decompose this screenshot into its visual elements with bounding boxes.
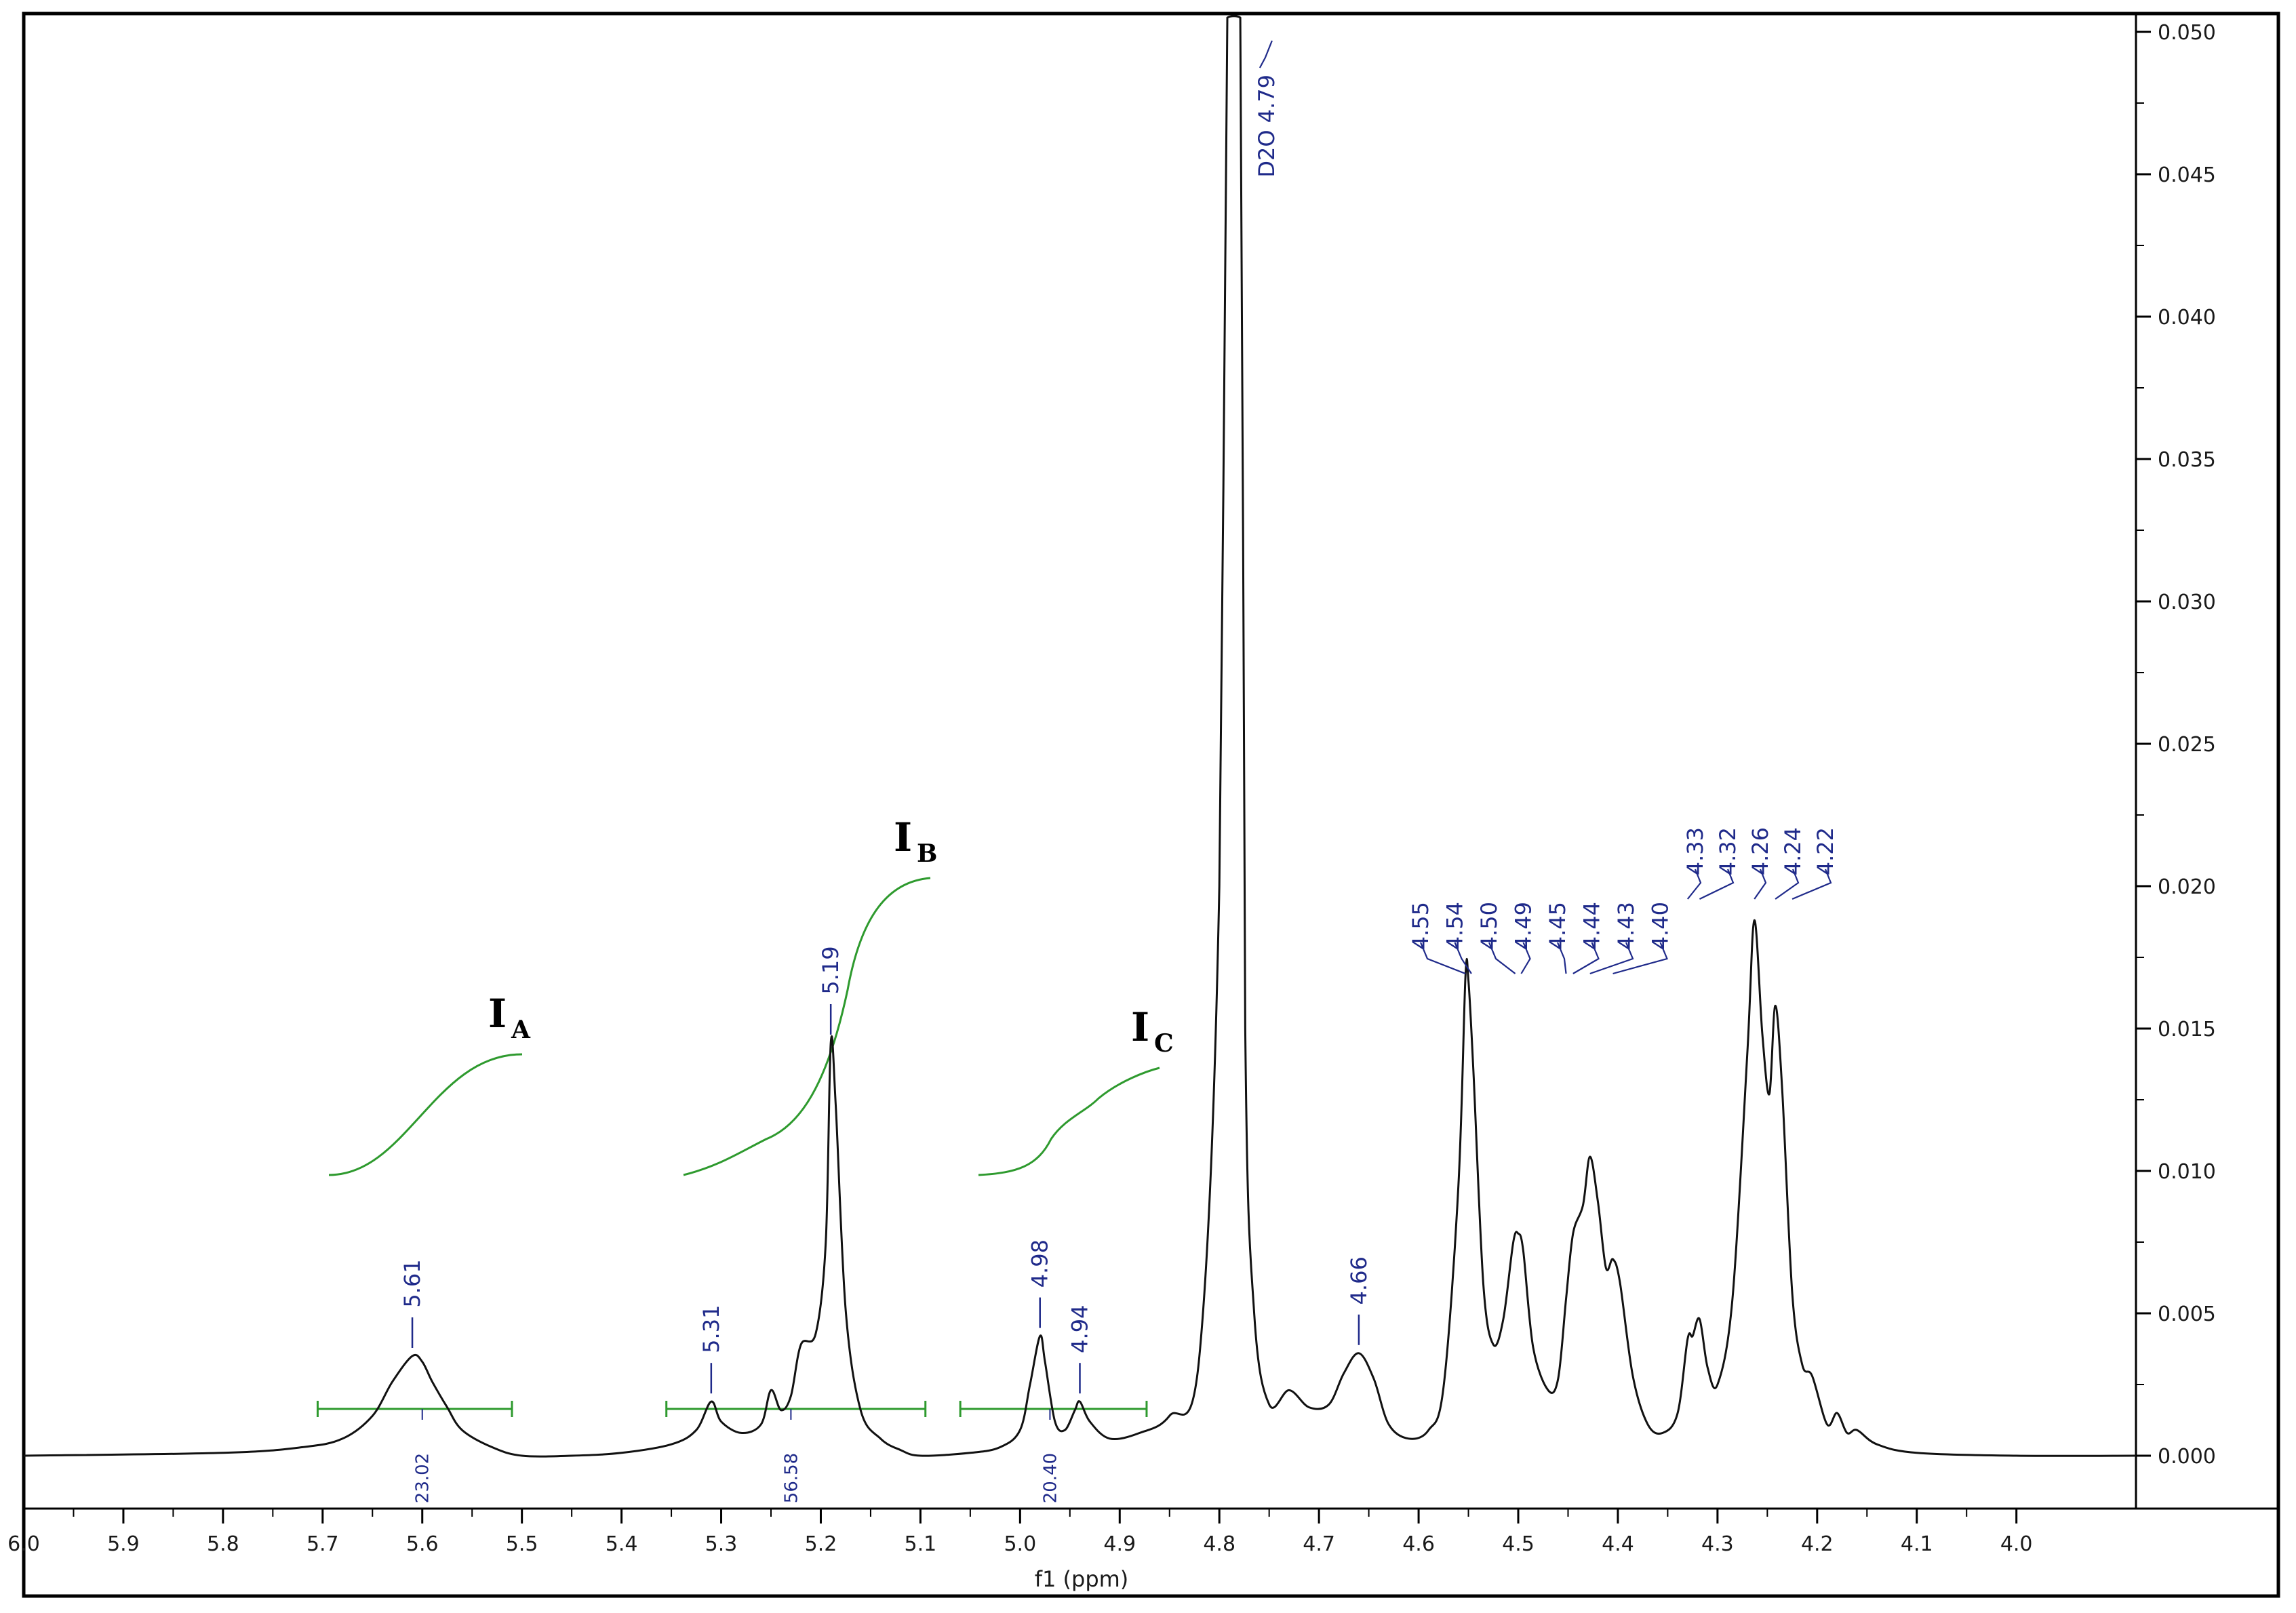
x-tick-label: 5.5 xyxy=(506,1532,538,1556)
peak-label: 5.31 xyxy=(698,1305,724,1353)
y-tick-label: 0.020 xyxy=(2158,875,2216,899)
x-tick-label: 5.9 xyxy=(107,1532,140,1556)
integral-region-name: I xyxy=(894,814,912,860)
y-tick-label: 0.045 xyxy=(2158,163,2216,187)
x-tick-label: 6.0 xyxy=(7,1532,40,1556)
integral-region-subscript: A xyxy=(511,1016,531,1044)
integral-region-name: I xyxy=(1131,1004,1149,1050)
peak-label: 5.19 xyxy=(818,946,844,994)
x-tick-label: 4.2 xyxy=(1801,1532,1834,1556)
y-tick-label: 0.050 xyxy=(2158,21,2216,45)
multiplet-connector xyxy=(1754,869,1767,900)
multiplet-label: 4.49 xyxy=(1511,902,1537,950)
y-tick-label: 0.035 xyxy=(2158,448,2216,472)
multiplet-connector xyxy=(1454,942,1472,974)
multiplet-connector xyxy=(1589,942,1634,975)
x-tick-label: 4.4 xyxy=(1602,1532,1634,1556)
x-tick-label: 5.3 xyxy=(705,1532,738,1556)
multiplet-label: 4.24 xyxy=(1780,827,1806,875)
x-tick-label: 4.3 xyxy=(1701,1532,1734,1556)
multiplet-connector xyxy=(1520,942,1531,974)
peak-labels: 5.61 5.31 5.19 4.98 4.94 4.66 4.55 4.54 4.50 4.49… xyxy=(399,40,1838,1394)
multiplet-label: 4.26 xyxy=(1747,827,1773,875)
integral-value: 56.58 xyxy=(781,1453,801,1503)
x-tick-label: 5.8 xyxy=(207,1532,239,1556)
multiplet-connector xyxy=(1792,869,1832,900)
integral-curve xyxy=(328,1053,523,1176)
multiplet-connector xyxy=(1686,869,1702,900)
x-tick-label: 5.1 xyxy=(905,1532,937,1556)
y-axis-ticks: 0.000 0.005 0.010 0.015 0.020 0.025 0.030 0.035… xyxy=(2136,21,2216,1469)
integral-region-subscript: B xyxy=(917,839,937,868)
y-tick-label: 0.025 xyxy=(2158,733,2216,757)
multiplet-label: 4.45 xyxy=(1545,902,1570,950)
integral-region-subscript: C xyxy=(1154,1029,1174,1058)
multiplet-connector xyxy=(1556,942,1567,974)
integral-value: 20.40 xyxy=(1040,1453,1061,1503)
x-tick-label: 5.7 xyxy=(306,1532,339,1556)
y-tick-label: 0.040 xyxy=(2158,306,2216,330)
x-tick-label: 4.5 xyxy=(1502,1532,1535,1556)
spectrum-line xyxy=(23,15,2137,1458)
y-tick-label: 0.030 xyxy=(2158,591,2216,614)
multiplet-label: 4.40 xyxy=(1648,902,1674,950)
integral-region-name: I xyxy=(488,991,507,1037)
peak-label: 4.94 xyxy=(1067,1305,1093,1353)
peak-label: 5.61 xyxy=(399,1259,425,1307)
x-axis-ticks: 6.0 5.9 5.8 5.7 5.6 5.5 5.4 5.3 5.2 5.1 5.0 4.9 4.8 4… xyxy=(7,1509,2033,1556)
x-tick-label: 5.2 xyxy=(805,1532,837,1556)
x-tick-label: 4.0 xyxy=(2000,1532,2033,1556)
multiplet-label: 4.33 xyxy=(1682,827,1708,875)
multiplet-label: 4.55 xyxy=(1408,902,1433,950)
integral-regions: 23.02I A56.58I B20.40I C xyxy=(316,814,1174,1503)
multiplet-connector xyxy=(1699,869,1735,900)
plot-frame xyxy=(22,12,2280,1598)
y-tick-label: 0.000 xyxy=(2158,1445,2216,1469)
x-axis-title: f1 (ppm) xyxy=(1035,1566,1129,1592)
multiplet-label: 4.22 xyxy=(1813,827,1838,875)
solvent-connector xyxy=(1259,40,1273,68)
y-tick-label: 0.010 xyxy=(2158,1160,2216,1184)
y-tick-label: 0.015 xyxy=(2158,1018,2216,1041)
x-tick-label: 4.7 xyxy=(1303,1532,1335,1556)
multiplet-label: 4.54 xyxy=(1442,902,1468,950)
peak-label: 4.66 xyxy=(1346,1256,1372,1305)
multiplet-connector xyxy=(1775,869,1800,900)
multiplet-label: 4.32 xyxy=(1715,827,1741,875)
multiplet-connector xyxy=(1419,942,1466,975)
peak-label: 4.98 xyxy=(1027,1239,1053,1288)
multiplet-label: 4.43 xyxy=(1613,902,1639,950)
multiplet-connector xyxy=(1612,942,1668,975)
x-tick-label: 5.6 xyxy=(406,1532,439,1556)
x-tick-label: 4.8 xyxy=(1203,1532,1235,1556)
multiplet-connector xyxy=(1572,942,1600,974)
x-tick-label: 5.4 xyxy=(606,1532,638,1556)
multiplet-label: 4.44 xyxy=(1579,902,1605,950)
x-tick-label: 5.0 xyxy=(1004,1532,1036,1556)
x-tick-label: 4.6 xyxy=(1402,1532,1435,1556)
x-tick-label: 4.9 xyxy=(1103,1532,1136,1556)
y-tick-label: 0.005 xyxy=(2158,1302,2216,1326)
multiplet-label: 4.50 xyxy=(1476,902,1502,950)
integral-value: 23.02 xyxy=(413,1453,433,1503)
solvent-label: D2O 4.79 xyxy=(1254,75,1280,178)
x-tick-label: 4.1 xyxy=(1901,1532,1933,1556)
multiplet-connector xyxy=(1488,942,1516,974)
integral-curve xyxy=(683,877,931,1176)
integral-curve xyxy=(978,1067,1160,1176)
